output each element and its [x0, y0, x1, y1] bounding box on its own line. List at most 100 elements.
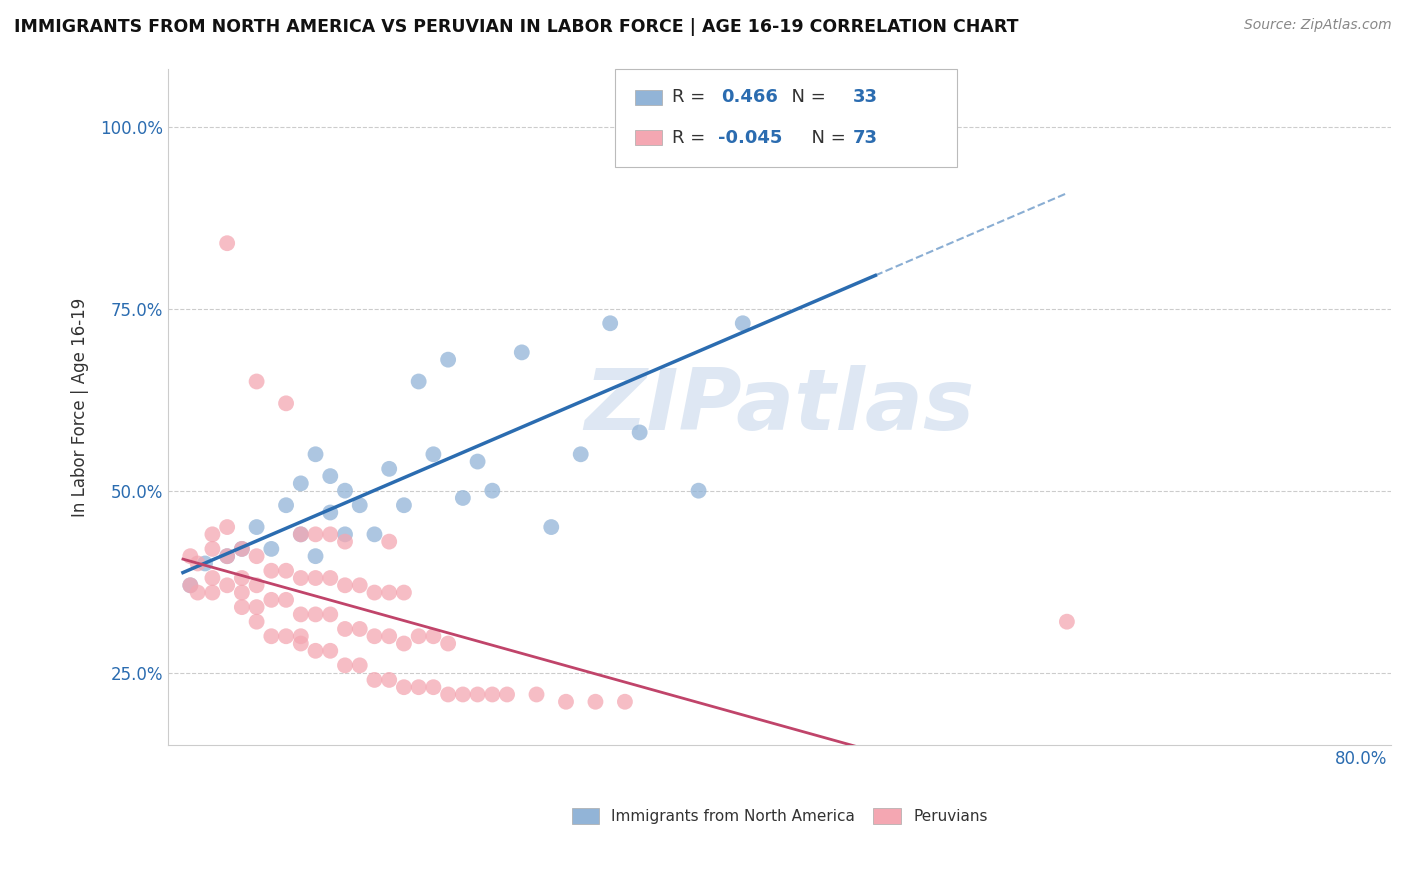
Point [290, 527, 312, 541]
Point [378, 585, 401, 599]
Bar [636, 90, 662, 105]
Point [319, 607, 342, 622]
Point [363, 673, 385, 687]
Point [467, 454, 489, 468]
Point [408, 629, 430, 643]
Point [319, 527, 342, 541]
Point [201, 585, 224, 599]
Text: R =: R = [672, 88, 711, 106]
Point [408, 680, 430, 694]
Point [187, 557, 209, 571]
Point [304, 527, 326, 541]
Text: -0.045: -0.045 [718, 128, 783, 146]
Point [363, 527, 385, 541]
Point [569, 447, 592, 461]
Point [467, 688, 489, 702]
Point [246, 615, 269, 629]
Point [392, 585, 415, 599]
Point [333, 527, 356, 541]
Point [217, 520, 239, 534]
Point [1056, 615, 1078, 629]
Point [304, 644, 326, 658]
Point [274, 498, 297, 512]
Bar [636, 130, 662, 145]
FancyBboxPatch shape [614, 69, 957, 167]
Point [260, 541, 283, 556]
Point [217, 549, 239, 564]
Y-axis label: In Labor Force | Age 16-19: In Labor Force | Age 16-19 [72, 297, 89, 516]
Point [319, 469, 342, 483]
Point [865, 142, 887, 156]
Text: IMMIGRANTS FROM NORTH AMERICA VS PERUVIAN IN LABOR FORCE | AGE 16-19 CORRELATION: IMMIGRANTS FROM NORTH AMERICA VS PERUVIA… [14, 18, 1018, 36]
Point [290, 629, 312, 643]
Point [349, 578, 371, 592]
Point [333, 622, 356, 636]
Text: ZIPatlas: ZIPatlas [585, 366, 974, 449]
Point [290, 527, 312, 541]
Point [319, 644, 342, 658]
Text: 33: 33 [853, 88, 877, 106]
Point [585, 695, 607, 709]
Point [496, 688, 519, 702]
Point [481, 483, 503, 498]
Point [231, 571, 253, 585]
Point [304, 549, 326, 564]
Point [179, 578, 201, 592]
Point [437, 352, 460, 367]
Point [290, 571, 312, 585]
Point [451, 688, 474, 702]
Point [333, 534, 356, 549]
Point [392, 636, 415, 650]
Point [290, 476, 312, 491]
Point [349, 498, 371, 512]
Point [422, 680, 444, 694]
Point [187, 585, 209, 599]
Point [628, 425, 651, 440]
Point [378, 629, 401, 643]
Point [688, 483, 710, 498]
Point [555, 695, 578, 709]
Point [437, 688, 460, 702]
Text: Source: ZipAtlas.com: Source: ZipAtlas.com [1244, 18, 1392, 32]
Point [408, 375, 430, 389]
Point [731, 316, 754, 330]
Point [231, 541, 253, 556]
Point [217, 578, 239, 592]
Point [260, 564, 283, 578]
Point [231, 585, 253, 599]
Point [613, 695, 636, 709]
Point [451, 491, 474, 505]
Point [349, 658, 371, 673]
Point [260, 592, 283, 607]
Point [274, 396, 297, 410]
Point [304, 571, 326, 585]
Point [246, 578, 269, 592]
Point [201, 527, 224, 541]
Point [333, 578, 356, 592]
Point [333, 483, 356, 498]
Point [378, 534, 401, 549]
Point [599, 316, 621, 330]
Point [378, 462, 401, 476]
Point [290, 636, 312, 650]
Point [217, 549, 239, 564]
Point [217, 236, 239, 251]
Point [378, 673, 401, 687]
Point [510, 345, 533, 359]
Point [246, 520, 269, 534]
Point [392, 498, 415, 512]
Point [526, 688, 548, 702]
Point [194, 557, 217, 571]
Point [540, 520, 562, 534]
Point [231, 600, 253, 615]
Point [304, 607, 326, 622]
Text: 73: 73 [853, 128, 877, 146]
Point [392, 680, 415, 694]
Point [422, 629, 444, 643]
Point [437, 636, 460, 650]
Point [363, 585, 385, 599]
Point [333, 658, 356, 673]
Point [246, 549, 269, 564]
Point [246, 375, 269, 389]
Point [319, 571, 342, 585]
